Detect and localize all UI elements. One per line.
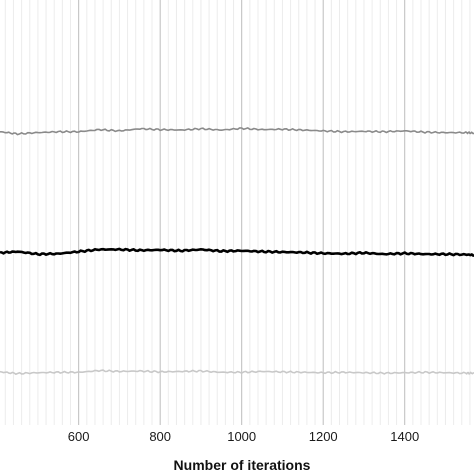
x-axis-label: Number of iterations xyxy=(174,457,311,473)
series-lines xyxy=(0,127,474,375)
series-line-2 xyxy=(0,247,474,257)
x-tick-label: 600 xyxy=(68,429,90,444)
major-grid-lines xyxy=(78,0,406,425)
x-tick-label: 800 xyxy=(149,429,171,444)
x-tick-label: 1000 xyxy=(227,429,256,444)
series-line-1 xyxy=(0,127,474,136)
x-tick-label: 1400 xyxy=(390,429,419,444)
series-line-3 xyxy=(0,369,474,375)
x-tick-label: 1200 xyxy=(309,429,338,444)
minor-grid-lines xyxy=(4,0,471,425)
x-axis-tick-labels: 600 800 1000 1200 1400 xyxy=(68,429,419,444)
